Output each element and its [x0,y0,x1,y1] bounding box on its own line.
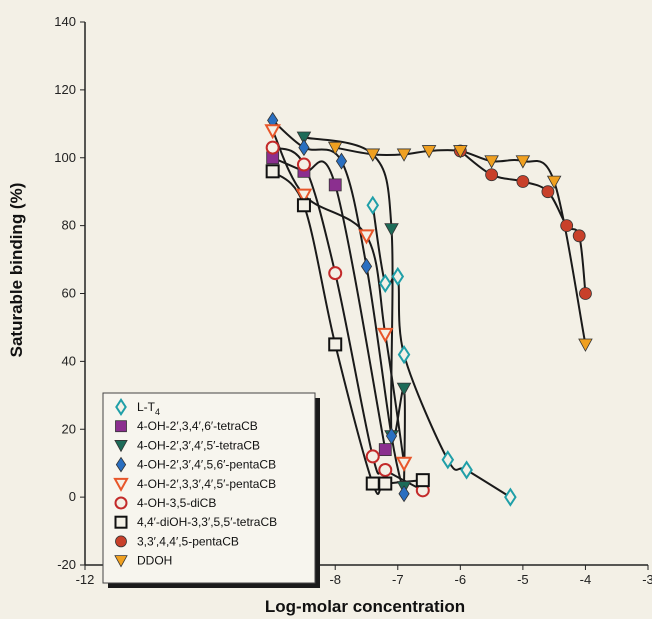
data-point [328,266,343,281]
fit-curve [271,130,406,464]
legend-label-main: L-T [137,400,156,414]
data-point [296,198,311,213]
data-point [398,485,410,503]
x-tick-label: -4 [580,572,592,587]
legend-marker [113,477,129,492]
x-tick-label: -6 [455,572,467,587]
x-tick-label: -12 [76,572,95,587]
data-point [421,145,437,159]
data-point [376,327,394,343]
legend-marker [115,398,127,416]
data-point [327,141,343,155]
data-point [546,175,562,189]
data-point [460,460,473,480]
data-point [335,152,348,170]
data-point [365,449,380,464]
data-point [484,155,499,169]
legend-marker [115,535,127,548]
data-point [378,476,393,491]
data-point [378,273,392,293]
data-point [441,450,455,470]
y-tick-label: 120 [54,82,76,97]
data-point [579,287,592,300]
x-tick-label: -7 [392,572,404,587]
y-tick-label: 60 [62,286,76,301]
y-tick-label: 140 [54,14,76,29]
data-point [296,157,311,172]
data-point [415,473,430,488]
data-point [378,443,392,457]
data-point [516,175,530,188]
legend-label-subscript: 4 [155,407,160,417]
data-point [515,155,531,169]
data-point [485,168,499,182]
data-point [504,487,517,507]
legend-box [102,392,316,584]
legend-marker [114,440,128,453]
legend-label: L-T4 [137,400,160,417]
data-point [328,178,342,192]
data-point [396,148,412,162]
data-point [384,223,399,237]
data-point [391,266,405,287]
data-point [378,462,393,477]
data-point [328,337,343,352]
legend-label: DDOH [137,554,172,568]
legend-label: 4,4′-diOH-3,3′,5,5′-tetraCB [137,515,277,529]
data-point [572,229,586,243]
legend-label: 4-OH-2′,3′,4′,5,6′-pentaCB [137,458,276,472]
legend-label: 3,3′,4,4′,5-pentaCB [137,534,239,548]
y-tick-label: -20 [57,557,76,572]
data-point [264,124,281,140]
legend-label: 4-OH-2′,3,3′,4′,5′-pentaCB [137,477,276,491]
data-point [396,382,412,396]
y-axis-title: Saturable binding (%) [7,183,26,358]
x-axis-title: Log-molar concentration [265,597,465,616]
legend-marker [115,456,127,473]
legend-label: 4-OH-2′,3′,4′,5′-tetraCB [137,438,260,452]
y-tick-label: 100 [54,150,76,165]
legend-marker [114,515,128,529]
y-tick-label: 40 [62,353,76,368]
legend-label: 4-OH-3,5-diCB [137,496,216,510]
data-point [298,139,310,157]
data-point [295,188,313,204]
legend-label: 4-OH-2′,3,4′,6′-tetraCB [137,419,258,433]
data-point [366,195,380,215]
data-point [578,338,593,352]
data-point [560,219,574,233]
y-tick-label: 0 [69,489,76,504]
data-point [360,257,373,275]
data-point [265,140,280,155]
data-point [395,456,413,472]
x-tick-label: -3 [642,572,652,587]
data-point [365,148,381,162]
x-tick-label: -8 [329,572,341,587]
data-point [358,229,375,245]
data-point [397,344,411,365]
data-point [385,427,398,445]
legend-marker [115,420,127,433]
y-tick-label: 80 [62,218,76,233]
data-point [265,164,280,179]
data-point [365,476,380,491]
legend: L-T4 4-OH-2′,3,4′,6′-tetraCB 4-OH-2′,3′,4′… [102,392,320,588]
legend-marker [114,555,128,568]
y-tick-label: 20 [62,421,76,436]
data-point [541,185,555,199]
x-tick-label: -5 [517,572,529,587]
data-point [453,145,468,159]
legend-marker [114,496,128,510]
data-point [296,131,312,145]
